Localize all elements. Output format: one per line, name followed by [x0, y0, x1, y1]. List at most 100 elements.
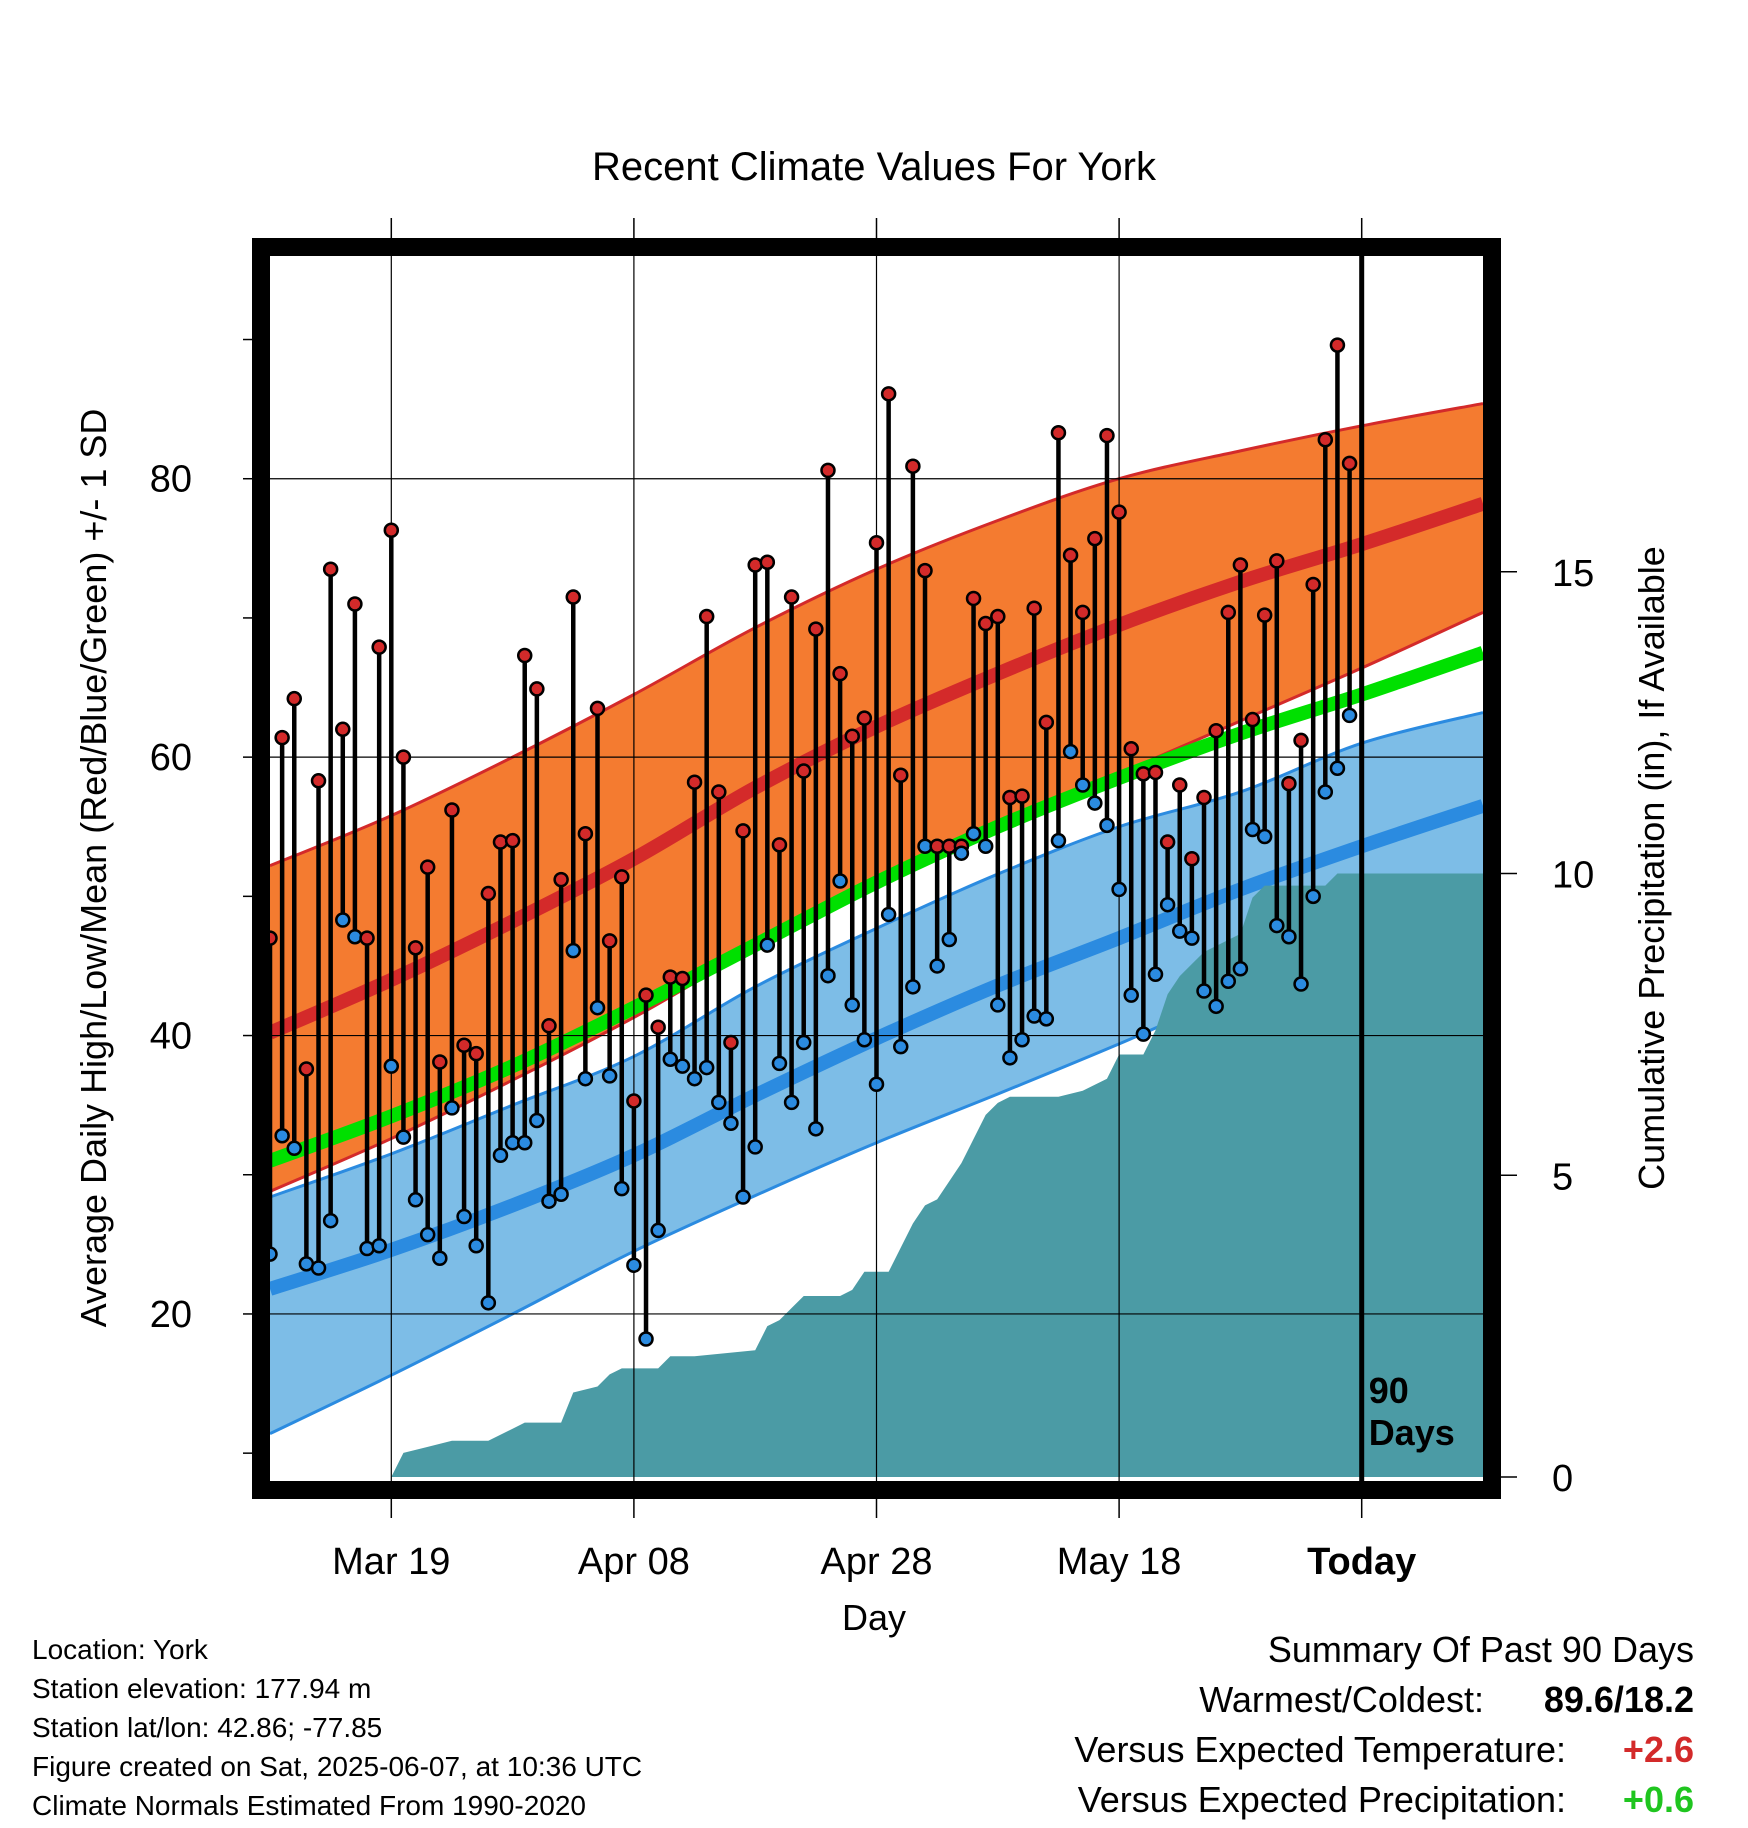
daily-high-point — [1050, 425, 1067, 441]
daily-low-point — [1341, 707, 1358, 724]
daily-high-point — [759, 554, 776, 570]
daily-low-point — [359, 1240, 375, 1257]
daily-low-point — [516, 1134, 533, 1151]
daily-high-point — [480, 885, 497, 902]
daily-high-point — [383, 522, 400, 538]
daily-high-point — [723, 1034, 739, 1051]
daily-high-point — [844, 728, 860, 745]
daily-low-point — [1050, 832, 1067, 849]
daily-high-point — [698, 608, 715, 625]
daily-low-point — [1281, 928, 1297, 945]
daily-low-point — [1038, 1011, 1055, 1027]
daily-high-point — [335, 721, 351, 738]
chart-title: Recent Climate Values For York — [592, 145, 1157, 189]
daily-high-point — [808, 621, 824, 637]
axis-ticks: 20 40 60 80 0 5 10 15 Mar 19 Apr 08 Apr 28 May 18 To… — [150, 218, 1594, 1583]
daily-low-point — [929, 958, 945, 974]
daily-low-point — [1317, 784, 1334, 800]
y-tick-label: 20 — [150, 1294, 192, 1336]
daily-low-point — [1329, 760, 1346, 777]
daily-low-point — [747, 1139, 763, 1155]
daily-low-point — [662, 1051, 679, 1067]
daily-high-point — [359, 930, 375, 946]
daily-low-point — [977, 838, 994, 854]
x-tick-label: May 18 — [1057, 1541, 1182, 1583]
daily-high-point — [407, 940, 424, 956]
daily-low-point — [941, 931, 958, 948]
daily-high-point — [1232, 557, 1249, 573]
daily-low-point — [310, 1260, 327, 1276]
daily-high-point — [893, 767, 909, 783]
daily-high-point — [432, 1054, 448, 1070]
daily-high-point — [1123, 741, 1139, 757]
daily-low-point — [771, 1055, 788, 1072]
summary-title: Summary Of Past 90 Days — [1267, 1629, 1694, 1670]
daily-low-point — [650, 1222, 666, 1239]
temperature-anomaly-label: Versus Expected Temperature: — [1074, 1729, 1566, 1770]
daily-high-point — [565, 589, 581, 605]
daily-low-point — [1026, 1008, 1042, 1024]
daily-high-point — [1014, 788, 1030, 804]
daily-low-point — [1172, 923, 1188, 939]
daily-high-point — [1317, 432, 1334, 448]
daily-high-point — [395, 749, 412, 765]
daily-high-point — [371, 639, 387, 655]
daily-low-point — [893, 1038, 909, 1055]
daily-low-point — [832, 873, 848, 889]
daily-low-point — [1208, 998, 1224, 1015]
daily-high-point — [868, 535, 885, 551]
daily-low-point — [820, 967, 836, 984]
y-axis-label: Average Daily High/Low/Mean (Red/Blue/Gr… — [73, 409, 114, 1328]
daily-high-point — [516, 647, 533, 664]
daily-high-point — [1026, 600, 1042, 616]
daily-low-point — [1184, 930, 1200, 946]
daily-high-point — [601, 933, 618, 949]
daily-high-point — [832, 665, 848, 682]
daily-low-point — [1196, 983, 1212, 999]
daily-high-point — [456, 1037, 472, 1054]
daily-low-point — [1135, 1026, 1152, 1042]
daily-low-point — [638, 1331, 654, 1347]
daily-high-point — [1087, 530, 1103, 547]
daily-high-point — [674, 970, 691, 987]
daily-low-point — [1014, 1031, 1030, 1048]
temperature-anomaly-row: Versus Expected Temperature: +2.6 — [1074, 1725, 1694, 1775]
daily-low-point — [1256, 828, 1273, 845]
daily-high-point — [286, 690, 303, 707]
daily-low-point — [577, 1070, 594, 1087]
plot-frame — [252, 238, 1501, 1499]
daily-low-point — [529, 1112, 545, 1129]
warmest-coldest-label: Warmest/Coldest: — [1199, 1679, 1484, 1720]
daily-high-point — [1329, 337, 1346, 353]
daily-high-point — [1147, 764, 1164, 781]
daily-low-point — [1147, 966, 1164, 983]
daily-low-point — [965, 825, 982, 842]
daily-low-point — [492, 1147, 509, 1164]
daily-low-point — [480, 1295, 497, 1311]
daily-high-point — [856, 710, 873, 726]
x-axis-label: Day — [842, 1597, 906, 1638]
x-tick-label: Apr 28 — [821, 1541, 933, 1583]
temperature-anomaly-value: +2.6 — [1622, 1729, 1694, 1770]
daily-low-point — [432, 1250, 448, 1267]
daily-low-point — [686, 1070, 703, 1087]
daily-low-point — [335, 912, 351, 928]
daily-low-point — [868, 1076, 885, 1093]
daily-low-point — [456, 1208, 472, 1225]
daily-high-point — [553, 871, 569, 888]
daily-low-point — [1111, 881, 1127, 898]
daily-high-point — [1208, 722, 1224, 739]
daily-high-point — [686, 774, 703, 790]
daily-low-point — [711, 1094, 727, 1111]
y-tick-label: 60 — [150, 737, 192, 779]
daily-low-point — [1220, 973, 1237, 990]
daily-low-point — [856, 1031, 873, 1048]
daily-high-point — [626, 1093, 642, 1109]
daily-low-point — [407, 1192, 424, 1208]
daily-low-point — [601, 1068, 618, 1084]
daily-high-point — [577, 825, 594, 842]
daily-high-point — [274, 729, 290, 746]
daily-high-point — [1341, 455, 1358, 472]
latlon-text: Station lat/lon: 42.86; -77.85 — [32, 1712, 383, 1743]
daily-low-point — [1123, 987, 1139, 1003]
